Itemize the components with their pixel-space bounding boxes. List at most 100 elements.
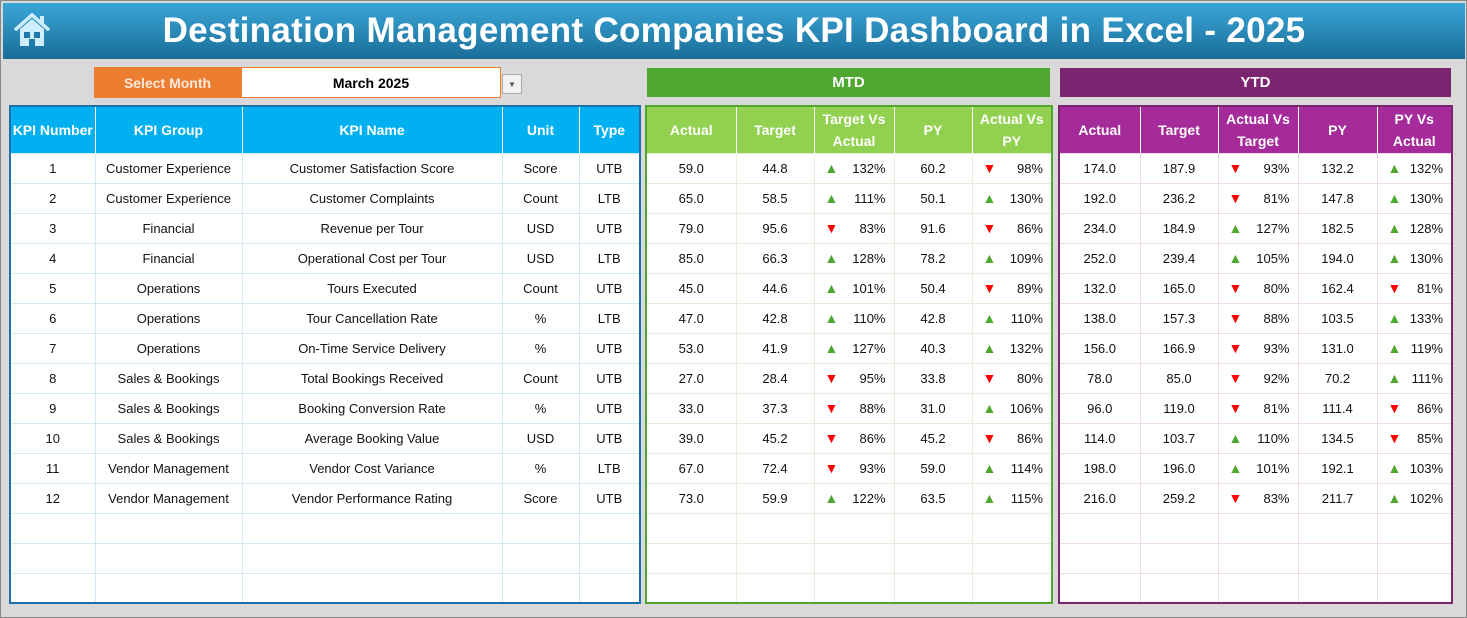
- kpi-name: Customer Complaints: [241, 182, 503, 214]
- kpi-num: 11: [9, 452, 96, 484]
- table-row: [645, 572, 1053, 604]
- indicator-cell: ▼ 81%: [1217, 392, 1299, 424]
- table-row: 7 Operations On-Time Service Delivery% UTB: [9, 332, 641, 364]
- kpi-num: 10: [9, 422, 96, 454]
- home-icon[interactable]: [11, 9, 53, 51]
- mtd-target: 95.6: [735, 212, 815, 244]
- ytd-target: 165.0: [1139, 272, 1219, 304]
- indicator-cell: ▲ 111%: [1376, 362, 1453, 394]
- down-arrow-icon: ▼: [1228, 160, 1243, 176]
- indicator-cell: ▲ 110%: [1217, 422, 1299, 454]
- down-arrow-icon: ▼: [824, 400, 839, 416]
- indicator-cell: ▲ 103%: [1376, 452, 1453, 484]
- dropdown-arrow-icon[interactable]: ▼: [502, 74, 522, 94]
- ytd-py: 192.1: [1297, 452, 1378, 484]
- table-row: 1 Customer Experience Customer Satisfactio…: [9, 152, 641, 184]
- table-row: 33.0 37.3 ▼ 88% 31.0 ▲ 106%: [645, 392, 1053, 424]
- mtd-target: 58.5: [735, 182, 815, 214]
- up-arrow-icon: ▲: [824, 160, 839, 176]
- indicator-value: 86%: [1016, 220, 1043, 236]
- indicator-value: 83%: [859, 220, 886, 236]
- up-arrow-icon: ▲: [1387, 340, 1402, 356]
- indicator-value: 111%: [1411, 370, 1443, 386]
- mtd-target: 59.9: [735, 482, 815, 514]
- down-arrow-icon: ▼: [824, 460, 839, 476]
- up-arrow-icon: ▲: [982, 340, 997, 356]
- column-header: KPI Number: [10, 106, 96, 153]
- indicator-cell: ▲ 102%: [1376, 482, 1453, 514]
- kpi-unit: Count: [501, 272, 580, 304]
- down-arrow-icon: ▼: [1228, 310, 1243, 326]
- kpi-num: 9: [9, 392, 96, 424]
- empty-cell: [813, 542, 895, 574]
- ytd-actual: 174.0: [1058, 152, 1141, 184]
- kpi-unit: Count: [501, 362, 580, 394]
- up-arrow-icon: ▲: [982, 490, 997, 506]
- column-header: Actual: [646, 106, 737, 153]
- kpi-num: 3: [9, 212, 96, 244]
- ytd-actual: 96.0: [1058, 392, 1141, 424]
- kpi-name: Vendor Performance Rating: [241, 482, 503, 514]
- down-arrow-icon: ▼: [1387, 430, 1402, 446]
- empty-cell: [578, 572, 641, 604]
- empty-cell: [241, 542, 503, 574]
- month-select[interactable]: March 2025: [241, 67, 501, 98]
- kpi-group: Sales & Bookings: [94, 422, 243, 454]
- ytd-py: 70.2: [1297, 362, 1378, 394]
- indicator-cell: ▼ 88%: [813, 392, 895, 424]
- indicator-cell: ▲ 122%: [813, 482, 895, 514]
- empty-cell: [1217, 512, 1299, 544]
- indicator-cell: ▼ 93%: [1217, 152, 1299, 184]
- kpi-group: Sales & Bookings: [94, 362, 243, 394]
- up-arrow-icon: ▲: [1228, 430, 1243, 446]
- indicator-cell: ▼ 88%: [1217, 302, 1299, 334]
- kpi-type: UTB: [578, 332, 641, 364]
- indicator-value: 83%: [1263, 490, 1290, 506]
- table-row: 39.0 45.2 ▼ 86% 45.2 ▼ 86%: [645, 422, 1053, 454]
- indicator-cell: ▲ 130%: [1376, 242, 1453, 274]
- indicator-cell: ▲ 130%: [1376, 182, 1453, 214]
- table-row: 216.0 259.2 ▼ 83% 211.7 ▲ 102%: [1058, 482, 1453, 514]
- indicator-cell: ▲ 101%: [813, 272, 895, 304]
- indicator-cell: ▲ 119%: [1376, 332, 1453, 364]
- kpi-unit: Score: [501, 152, 580, 184]
- mtd-actual: 85.0: [645, 242, 737, 274]
- kpi-name: Vendor Cost Variance: [241, 452, 503, 484]
- empty-cell: [501, 542, 580, 574]
- up-arrow-icon: ▲: [982, 190, 997, 206]
- empty-cell: [971, 542, 1053, 574]
- table-row: 4 Financial Operational Cost per Tour USD LT…: [9, 242, 641, 274]
- ytd-section-header: YTD: [1060, 68, 1451, 97]
- up-arrow-icon: ▲: [982, 460, 997, 476]
- up-arrow-icon: ▲: [1387, 490, 1402, 506]
- indicator-value: 128%: [1409, 220, 1443, 236]
- kpi-group: Sales & Bookings: [94, 392, 243, 424]
- table-row: [9, 512, 641, 544]
- column-header: Target: [736, 106, 815, 153]
- up-arrow-icon: ▲: [824, 280, 839, 296]
- indicator-value: 86%: [1416, 400, 1443, 416]
- table-row: 79.0 95.6 ▼ 83% 91.6 ▼ 86%: [645, 212, 1053, 244]
- column-header: Type: [579, 106, 641, 153]
- indicator-value: 98%: [1016, 160, 1043, 176]
- mtd-actual: 67.0: [645, 452, 737, 484]
- down-arrow-icon: ▼: [1387, 280, 1402, 296]
- up-arrow-icon: ▲: [824, 340, 839, 356]
- empty-cell: [9, 542, 96, 574]
- indicator-cell: ▼ 86%: [971, 422, 1053, 454]
- up-arrow-icon: ▲: [1387, 160, 1402, 176]
- kpi-num: 6: [9, 302, 96, 334]
- indicator-value: 86%: [1016, 430, 1043, 446]
- indicator-cell: ▲ 109%: [971, 242, 1053, 274]
- indicator-value: 88%: [859, 400, 886, 416]
- mtd-target: 66.3: [735, 242, 815, 274]
- ytd-target: 239.4: [1139, 242, 1219, 274]
- table-row: 6 Operations Tour Cancellation Rate% LTB: [9, 302, 641, 334]
- kpi-name: Tours Executed: [241, 272, 503, 304]
- kpi-type: UTB: [578, 272, 641, 304]
- indicator-value: 122%: [852, 490, 886, 506]
- indicator-cell: ▲ 128%: [1376, 212, 1453, 244]
- empty-cell: [1139, 542, 1219, 574]
- down-arrow-icon: ▼: [982, 430, 997, 446]
- ytd-actual: 132.0: [1058, 272, 1141, 304]
